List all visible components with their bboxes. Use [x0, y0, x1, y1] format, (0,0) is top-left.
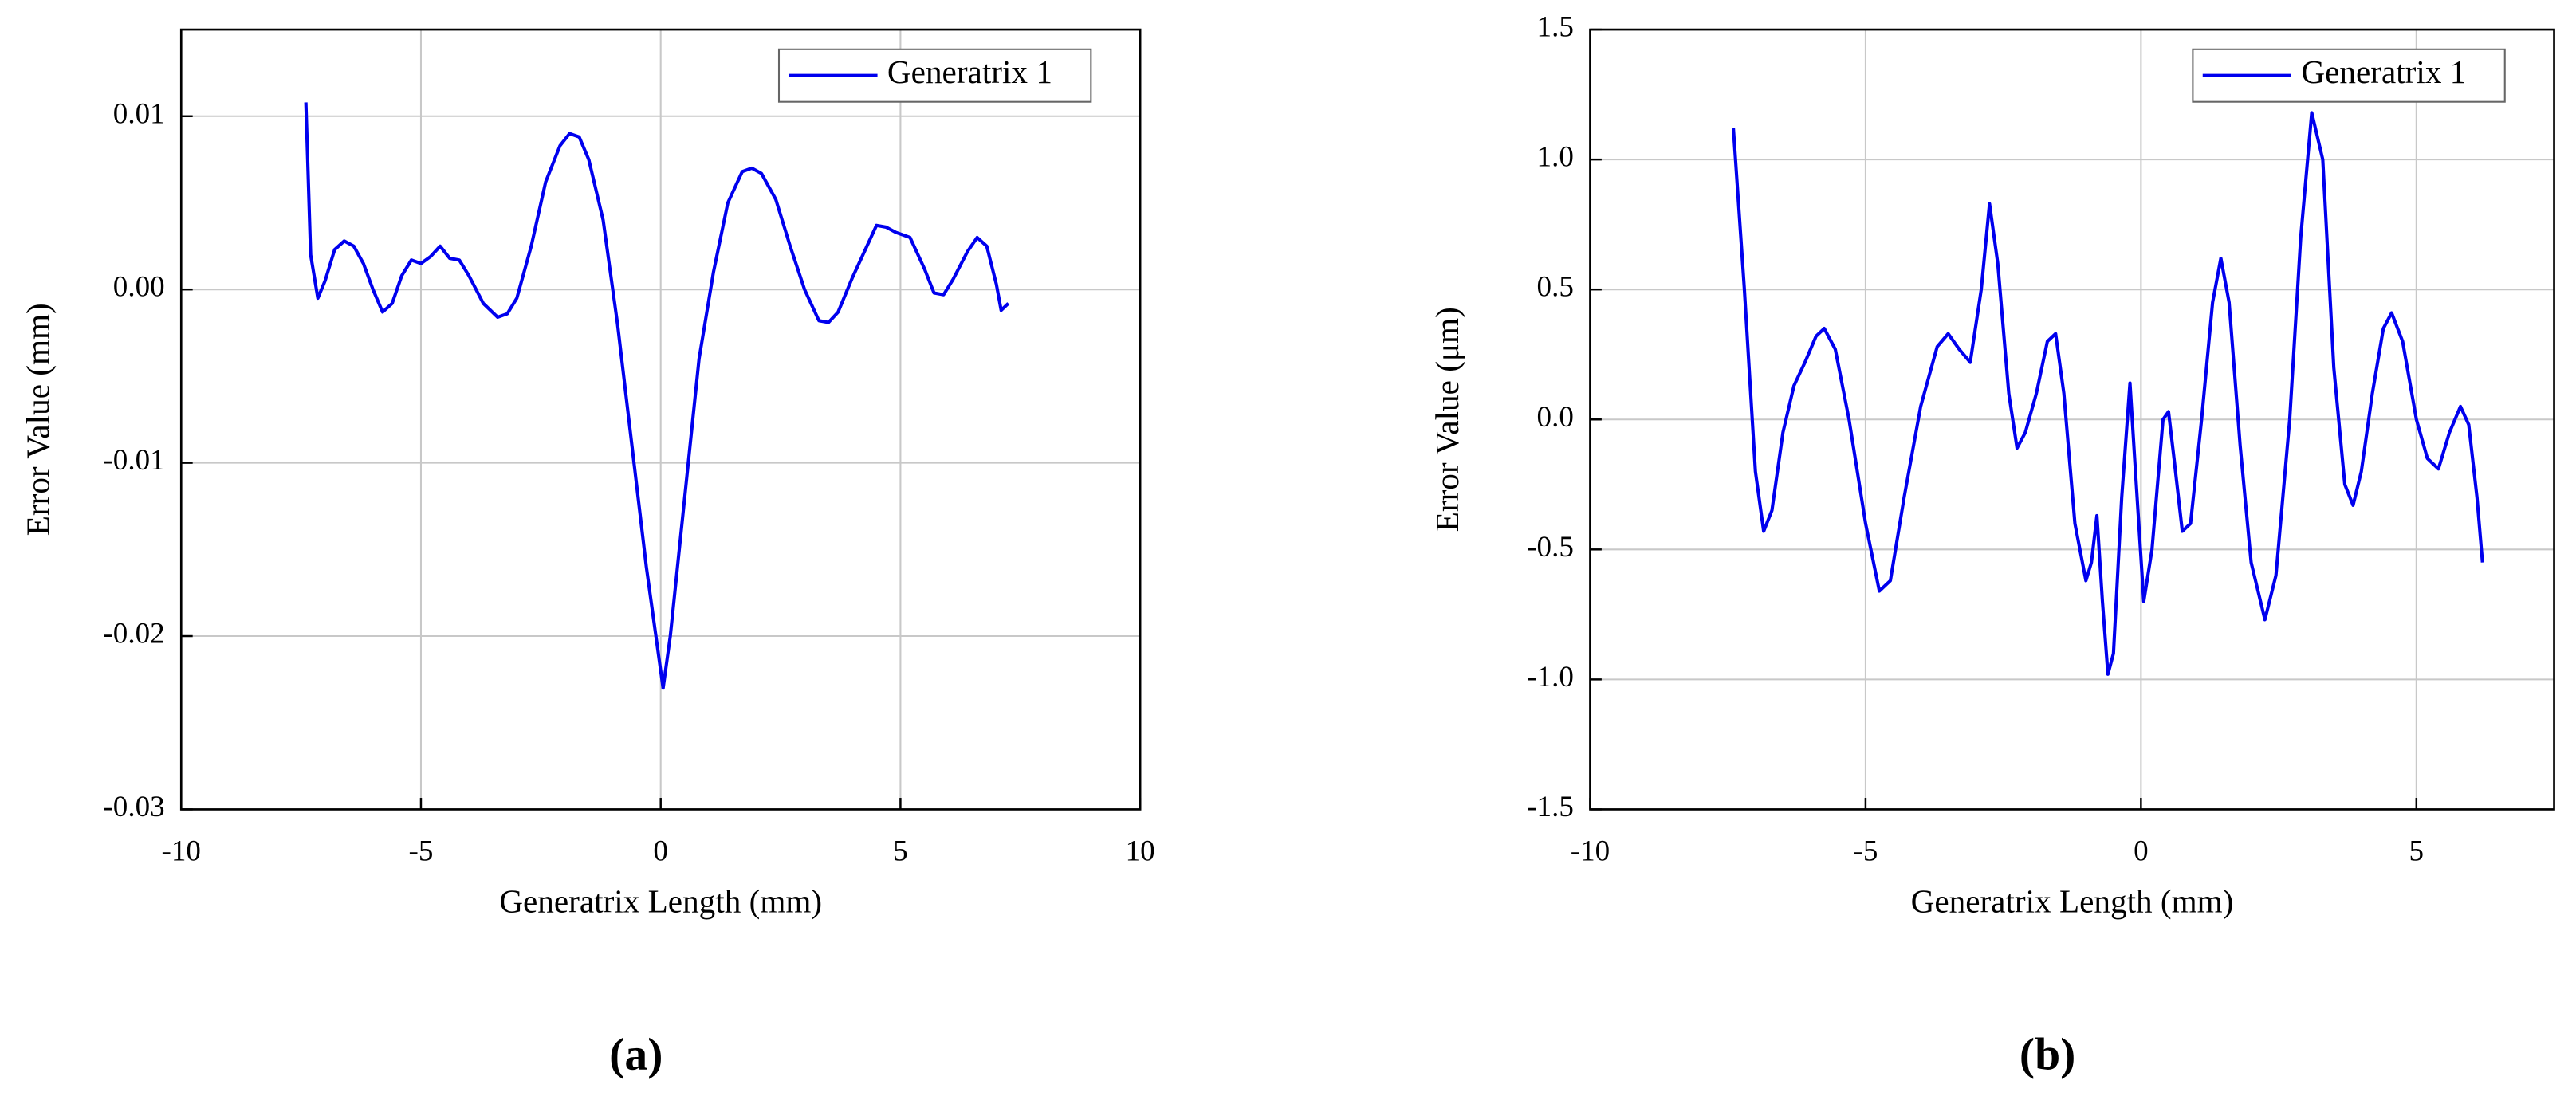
y-tick-label: 0.0 — [1537, 401, 1574, 434]
panel-label: (a) — [609, 1030, 663, 1080]
panel-label: (b) — [2020, 1030, 2075, 1080]
data-line — [304, 102, 1010, 690]
y-tick-label: -1.5 — [1527, 791, 1574, 823]
y-axis-label: Error Value (μm) — [1429, 307, 1466, 532]
x-tick-label: 5 — [2409, 835, 2425, 868]
y-tick-label: 0.00 — [113, 271, 165, 304]
data-line — [1732, 111, 2484, 676]
x-tick-label: 10 — [1126, 835, 1155, 868]
y-tick-label: 0.5 — [1537, 271, 1574, 304]
x-tick-label: 5 — [893, 835, 908, 868]
x-tick-label: -5 — [1853, 835, 1878, 868]
x-tick-label: 0 — [653, 835, 668, 868]
y-tick-label: 0.01 — [113, 97, 165, 130]
y-tick-label: -0.03 — [103, 791, 164, 823]
x-axis-label: Generatrix Length (mm) — [1911, 882, 2234, 920]
y-axis-label: Error Value (mm) — [20, 303, 57, 536]
y-tick-label: -0.5 — [1527, 531, 1574, 564]
x-tick-label: 0 — [2134, 835, 2149, 868]
legend-label: Generatrix 1 — [2301, 53, 2466, 90]
y-tick-label: 1.0 — [1537, 141, 1574, 174]
legend-label: Generatrix 1 — [887, 53, 1052, 90]
y-tick-label: -0.01 — [103, 444, 164, 477]
x-axis-label: Generatrix Length (mm) — [499, 882, 822, 920]
y-tick-label: -0.02 — [103, 618, 164, 650]
plot-frame — [1589, 28, 2555, 811]
y-tick-label: -1.0 — [1527, 661, 1574, 693]
y-tick-label: 1.5 — [1537, 11, 1574, 44]
x-tick-label: -10 — [1571, 835, 1610, 868]
x-tick-label: -5 — [409, 835, 434, 868]
x-tick-label: -10 — [162, 835, 201, 868]
plot-frame — [179, 28, 1142, 811]
